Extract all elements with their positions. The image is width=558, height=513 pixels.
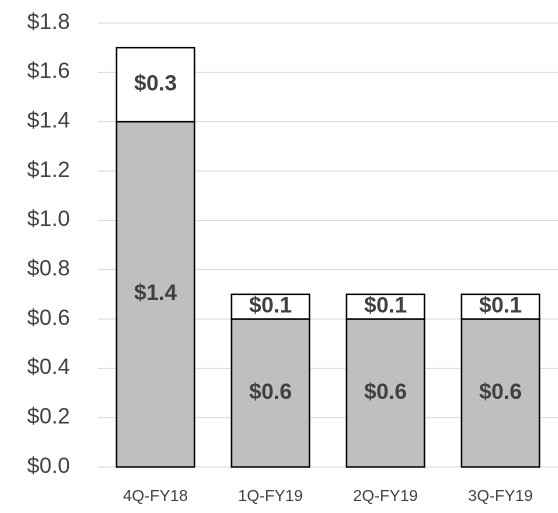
y-tick-label: $1.0 (27, 206, 70, 231)
data-label: $0.6 (479, 379, 522, 404)
bar-segment (345, 318, 426, 468)
y-tick-label: $0.0 (27, 453, 70, 478)
data-label: $1.4 (134, 280, 178, 305)
y-tick-label: $1.6 (27, 58, 70, 83)
y-tick-label: $1.4 (27, 107, 70, 132)
data-label: $0.1 (364, 292, 407, 317)
bar-segment (460, 318, 541, 468)
y-tick-label: $0.4 (27, 354, 70, 379)
data-label: $0.6 (249, 379, 292, 404)
data-label: $0.6 (364, 379, 407, 404)
data-label: $0.1 (249, 292, 292, 317)
y-tick-label: $0.8 (27, 255, 70, 280)
x-tick-label: 4Q-FY18 (123, 488, 188, 505)
bar-segment (115, 46, 196, 123)
y-tick-label: $0.2 (27, 403, 70, 428)
data-label: $0.3 (134, 70, 177, 95)
bar-segment (230, 293, 311, 320)
x-tick-label: 2Q-FY19 (353, 488, 418, 505)
x-tick-label: 1Q-FY19 (238, 488, 303, 505)
bar-segment (230, 318, 311, 468)
y-tick-label: $0.6 (27, 305, 70, 330)
y-tick-label: $1.8 (27, 9, 70, 34)
bar-segment (345, 293, 426, 320)
x-tick-label: 3Q-FY19 (468, 488, 533, 505)
y-tick-label: $1.2 (27, 157, 70, 182)
data-label: $0.1 (479, 292, 522, 317)
bar-segment (460, 293, 541, 320)
